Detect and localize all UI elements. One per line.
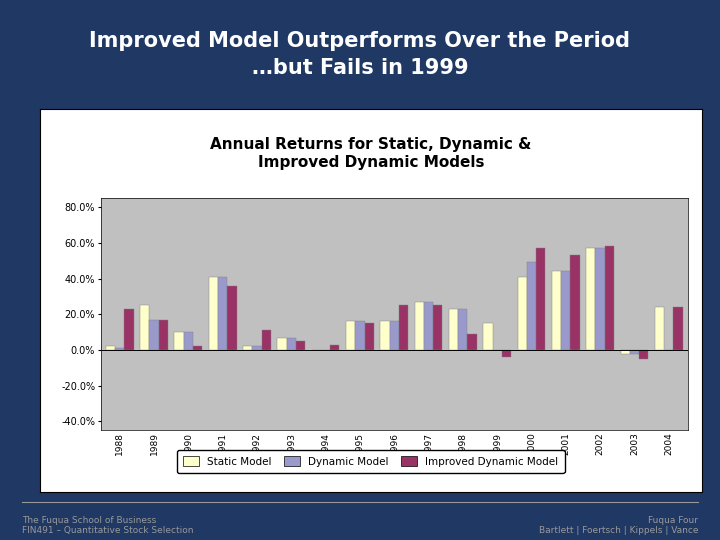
Bar bbox=[639, 350, 648, 359]
Bar bbox=[364, 323, 374, 350]
Bar bbox=[424, 302, 433, 350]
Bar bbox=[654, 307, 664, 350]
Bar bbox=[218, 277, 228, 350]
Bar bbox=[115, 348, 125, 350]
Bar bbox=[209, 277, 218, 350]
Bar bbox=[261, 330, 271, 350]
Bar bbox=[243, 347, 252, 350]
Bar bbox=[630, 350, 639, 354]
Bar bbox=[296, 341, 305, 350]
Bar bbox=[621, 350, 630, 354]
Bar bbox=[346, 321, 355, 350]
X-axis label: Year: Year bbox=[379, 459, 409, 472]
Bar bbox=[570, 255, 580, 350]
Bar bbox=[193, 347, 202, 350]
Bar bbox=[149, 320, 158, 350]
Bar bbox=[433, 305, 442, 350]
Legend: Static Model, Dynamic Model, Improved Dynamic Model: Static Model, Dynamic Model, Improved Dy… bbox=[177, 450, 564, 473]
Bar bbox=[415, 302, 424, 350]
Bar bbox=[355, 321, 364, 350]
Bar bbox=[252, 347, 261, 350]
Bar bbox=[399, 305, 408, 350]
Bar bbox=[140, 305, 149, 350]
Bar bbox=[277, 338, 287, 350]
Bar bbox=[536, 248, 545, 350]
Bar bbox=[184, 332, 193, 350]
Bar bbox=[518, 277, 527, 350]
Bar bbox=[174, 332, 184, 350]
Bar bbox=[527, 262, 536, 350]
Bar bbox=[380, 321, 390, 350]
Bar bbox=[605, 246, 614, 350]
Bar bbox=[158, 320, 168, 350]
Text: The Fuqua School of Business
FIN491 – Quantitative Stock Selection: The Fuqua School of Business FIN491 – Qu… bbox=[22, 516, 193, 535]
Bar bbox=[552, 272, 561, 350]
Bar bbox=[586, 248, 595, 350]
Bar bbox=[106, 347, 115, 350]
Bar bbox=[449, 309, 458, 350]
Bar bbox=[125, 309, 134, 350]
Bar bbox=[561, 272, 570, 350]
Bar bbox=[673, 307, 683, 350]
Bar bbox=[467, 334, 477, 350]
Bar bbox=[483, 323, 492, 350]
Text: Improved Model Outperforms Over the Period
…but Fails in 1999: Improved Model Outperforms Over the Peri… bbox=[89, 31, 631, 78]
Text: Fuqua Four
Bartlett | Foertsch | Kippels | Vance: Fuqua Four Bartlett | Foertsch | Kippels… bbox=[539, 516, 698, 535]
Bar bbox=[502, 350, 511, 357]
Bar bbox=[330, 345, 339, 350]
Bar bbox=[458, 309, 467, 350]
Bar bbox=[228, 286, 236, 350]
Bar bbox=[287, 338, 296, 350]
Bar bbox=[595, 248, 605, 350]
Bar bbox=[390, 321, 399, 350]
Text: Annual Returns for Static, Dynamic &
Improved Dynamic Models: Annual Returns for Static, Dynamic & Imp… bbox=[210, 137, 531, 170]
